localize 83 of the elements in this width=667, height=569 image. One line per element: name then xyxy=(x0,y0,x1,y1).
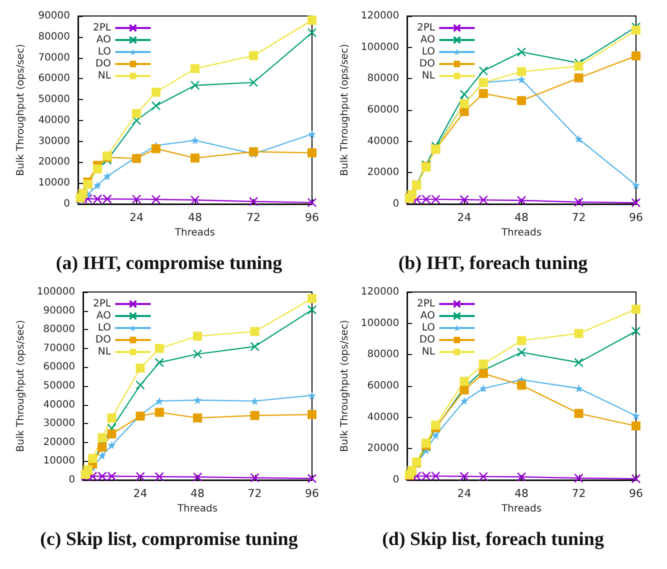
y-tick-label: 50000 xyxy=(43,380,76,392)
x-tick-label: 24 xyxy=(457,211,472,224)
legend-label: AO xyxy=(96,310,112,322)
y-tick-label: 60000 xyxy=(367,104,400,116)
y-tick-label: 60000 xyxy=(367,380,400,392)
legend-label: AO xyxy=(420,310,436,322)
y-tick-label: 0 xyxy=(392,198,400,210)
x-tick-label: 96 xyxy=(629,487,643,500)
y-tick-label: 100000 xyxy=(360,318,400,329)
x-tick-label: 24 xyxy=(130,211,144,224)
y-tick-label: 10000 xyxy=(38,178,70,189)
y-tick-label: 20000 xyxy=(367,167,400,178)
legend-label: LO xyxy=(98,322,112,334)
y-tick-label: 60000 xyxy=(43,362,76,373)
x-axis-title: Threads xyxy=(500,503,542,514)
legend-label: DO xyxy=(419,334,436,346)
x-tick-label: 48 xyxy=(514,487,529,500)
legend-label: NL xyxy=(422,70,436,82)
y-axis-title: Bulk Throughput (ops/sec) xyxy=(340,44,350,176)
y-tick-label: 20000 xyxy=(367,443,400,454)
y-tick-label: 100000 xyxy=(360,42,400,53)
legend-label: NL xyxy=(98,346,112,358)
y-tick-label: 40000 xyxy=(367,412,400,423)
y-tick-label: 120000 xyxy=(360,10,400,22)
y-tick-label: 90000 xyxy=(43,305,76,316)
x-tick-label: 72 xyxy=(572,487,586,500)
legend-label: NL xyxy=(422,346,436,358)
y-tick-label: 40000 xyxy=(43,399,76,410)
x-tick-label: 96 xyxy=(629,211,643,224)
legend-label: 2PL xyxy=(416,22,436,34)
legend-label: DO xyxy=(95,334,112,346)
y-tick-label: 10000 xyxy=(43,456,76,467)
y-tick-label: 50000 xyxy=(38,94,70,106)
y-tick-label: 20000 xyxy=(38,156,70,168)
x-tick-label: 72 xyxy=(246,211,260,224)
x-tick-label: 96 xyxy=(305,487,319,500)
y-tick-label: 120000 xyxy=(360,286,400,298)
y-tick-label: 30000 xyxy=(43,418,76,430)
y-tick-label: 80000 xyxy=(367,73,400,84)
legend-label: NL xyxy=(98,70,112,82)
x-axis-title: Threads xyxy=(176,503,218,514)
x-tick-label: 48 xyxy=(188,211,202,224)
y-tick-label: 80000 xyxy=(38,31,70,42)
y-axis-title: Bulk Throughput (ops/sec) xyxy=(16,320,26,452)
text: (a) IHT, compromise tuning xyxy=(56,253,283,274)
y-tick-label: 20000 xyxy=(43,436,76,448)
legend-label: AO xyxy=(420,34,436,46)
y-tick-label: 80000 xyxy=(367,349,400,360)
y-tick-label: 0 xyxy=(64,198,70,210)
text: (b) IHT, foreach tuning xyxy=(398,253,588,274)
legend-label: LO xyxy=(98,46,112,58)
legend-label: AO xyxy=(96,34,112,46)
y-tick-label: 60000 xyxy=(38,73,70,84)
x-tick-label: 72 xyxy=(572,211,586,224)
y-tick-label: 0 xyxy=(68,474,76,486)
legend-label: DO xyxy=(95,58,112,70)
x-tick-label: 96 xyxy=(305,211,319,224)
legend-label: 2PL xyxy=(92,298,112,310)
text: (d) Skip list, foreach tuning xyxy=(382,529,604,550)
legend-label: LO xyxy=(422,322,436,334)
y-tick-label: 40000 xyxy=(367,136,400,147)
y-tick-label: 70000 xyxy=(38,52,70,64)
y-tick-label: 40000 xyxy=(38,114,70,126)
legend-label: DO xyxy=(419,58,436,70)
text: (c) Skip list, compromise tuning xyxy=(40,529,298,550)
y-tick-label: 90000 xyxy=(38,10,70,22)
x-axis-title: Threads xyxy=(500,227,542,238)
y-tick-label: 0 xyxy=(392,474,400,486)
y-tick-label: 80000 xyxy=(43,324,76,336)
y-tick-label: 70000 xyxy=(43,342,76,354)
y-axis-title: Bulk Throughput (ops/sec) xyxy=(340,320,350,452)
legend-label: 2PL xyxy=(416,298,436,310)
x-tick-label: 24 xyxy=(133,487,148,500)
x-axis-title: Threads xyxy=(174,227,216,238)
legend-label: LO xyxy=(422,46,436,58)
legend-label: 2PL xyxy=(92,22,112,34)
x-tick-label: 48 xyxy=(514,211,529,224)
y-tick-label: 30000 xyxy=(38,136,70,147)
x-tick-label: 72 xyxy=(248,487,262,500)
x-tick-label: 48 xyxy=(190,487,205,500)
y-axis-title: Bulk Throughput (ops/sec) xyxy=(16,44,26,176)
y-tick-label: 100000 xyxy=(36,286,76,298)
x-tick-label: 24 xyxy=(457,487,472,500)
